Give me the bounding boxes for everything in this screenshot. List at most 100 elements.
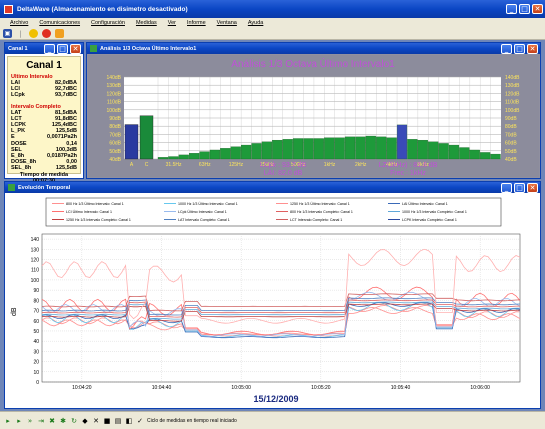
legend: 800 Hz 1/3 Último Intervalo: Canal 1 1000… (52, 201, 467, 222)
menu-ver[interactable]: Ver (167, 20, 177, 26)
value-key: L_PK (11, 128, 26, 135)
spectrum-y-tick: 90dB (109, 116, 121, 122)
close-button[interactable]: ✕ (532, 4, 543, 14)
value-key: SEL_8h (11, 165, 32, 172)
value-reading: 125,5dB (55, 165, 77, 172)
time-close-button[interactable]: ✕ (527, 182, 538, 193)
complete-interval-rows: LAT 81,5dBA LCT 91,8dBC LCPK 125,4dBC L_PK 1… (11, 110, 77, 172)
band-bar (355, 136, 366, 160)
band-bar (396, 124, 408, 160)
menu-informe[interactable]: Informe (187, 20, 206, 26)
time-maximize-button[interactable]: □ (514, 182, 525, 193)
value-key: E (11, 134, 15, 141)
value-key: DOSE_8h (11, 159, 37, 166)
print-icon[interactable]: ▤ (114, 416, 122, 425)
spectrum-y-tick: 100dB (505, 108, 520, 114)
legend-entry: 800 Hz 1/3 Intervalo Completo: Canal 1 (290, 210, 353, 214)
spectrum-maximize-button[interactable]: □ (514, 43, 525, 54)
menubar: Archivo Comunicaciones Configuración Med… (0, 18, 545, 28)
time-x-tick: 10:04:40 (152, 385, 172, 391)
value-reading: 93,7dBC (54, 92, 77, 99)
channel-maximize-button[interactable]: □ (57, 43, 68, 54)
series-line (41, 301, 521, 338)
band-bar (241, 144, 252, 160)
maximize-button[interactable]: □ (519, 4, 530, 14)
time-x-axis: 10:04:20 10:04:40 10:05:00 10:05:20 10:05:40… (72, 385, 490, 391)
menu-comunicaciones[interactable]: Comunicaciones (39, 20, 81, 26)
spectrum-y-tick: 40dB (109, 157, 121, 163)
channel-minimize-button[interactable]: _ (44, 43, 55, 54)
sync-icon[interactable]: ✱ (60, 416, 66, 425)
info-icon[interactable]: ◧ (125, 416, 133, 425)
value-reading: 81,5dBA (54, 109, 77, 116)
cancel-icon[interactable]: ✕ (93, 416, 99, 425)
spectrum-y-axis-right: 140dB 130dB 120dB 110dB 100dB 90dB 80dB 70dB 60d… (505, 75, 520, 163)
channel-close-button[interactable]: ✕ (70, 43, 81, 54)
menu-ventana[interactable]: Ventana (216, 20, 237, 26)
time-y-tick: 140 (31, 237, 40, 243)
time-grid (41, 233, 521, 383)
band-bar (168, 156, 179, 160)
menu-configuracion[interactable]: Configuración (91, 20, 125, 26)
spectrum-x-tick: 1kHz (324, 162, 336, 168)
legend-entry: LCpk Último Intervalo: Canal 1 (178, 209, 227, 214)
fast-forward-icon[interactable]: » (27, 416, 33, 425)
spectrum-chart: 140dB 130dB 120dB 110dB 100dB 90dB 80dB 70dB 60d… (88, 55, 539, 177)
spectrum-y-tick: 120dB (505, 91, 520, 97)
spectrum-y-tick: 40dB (505, 157, 517, 163)
spectrum-y-tick: 50dB (505, 149, 517, 155)
spectrum-x-tick: A (130, 162, 134, 168)
pause-icon[interactable]: ◆ (82, 416, 88, 425)
forward-end-icon[interactable]: ⇥ (38, 416, 44, 425)
save-icon[interactable]: ▣ (3, 29, 12, 38)
value-reading: 0,0187Pa2h (47, 153, 77, 160)
band-bar (251, 143, 262, 160)
series-line (41, 297, 521, 316)
minimize-button[interactable]: _ (506, 4, 517, 14)
menu-ayuda[interactable]: Ayuda (247, 20, 264, 26)
spectrum-y-tick: 60dB (505, 141, 517, 147)
legend-entry: LAI Último Intervalo: Canal 1 (402, 201, 448, 206)
toolbar: ▣ | (0, 28, 545, 40)
ok-icon[interactable]: ✓ (137, 416, 143, 425)
spectrum-y-tick: 60dB (109, 141, 121, 147)
time-y-tick: 0 (36, 380, 39, 386)
spectrum-bars (124, 115, 501, 160)
time-minimize-button[interactable]: _ (501, 182, 512, 193)
band-bar (199, 151, 210, 160)
lock-icon[interactable]: ■ (103, 416, 111, 425)
spectrum-y-tick: 130dB (505, 83, 520, 89)
channel-window-title: Canal 1 (8, 45, 28, 52)
stop-green-icon[interactable]: ✖ (49, 416, 55, 425)
value-row: DOSE 0,14 (11, 141, 77, 147)
stop-icon[interactable] (42, 29, 51, 38)
time-y-tick: 70 (33, 309, 39, 315)
spectrum-minimize-button[interactable]: _ (501, 43, 512, 54)
time-x-tick: 10:04:20 (72, 385, 92, 391)
legend-entry: LAT Intervalo Completo: Canal 1 (178, 218, 230, 222)
spectrum-close-button[interactable]: ✕ (527, 43, 538, 54)
spectrum-y-tick: 80dB (109, 124, 121, 130)
chart-icon (90, 45, 97, 52)
legend-entry: LCPK Intervalo Completo: Canal 1 (402, 218, 457, 222)
spectrum-y-tick: 100dB (107, 108, 122, 114)
lcpk-readout: LCpk : 93,7 dB (260, 162, 307, 169)
value-row: SEL 100,3dB (11, 147, 77, 153)
separator-icon: | (19, 29, 22, 38)
record-icon[interactable] (29, 29, 38, 38)
menu-medidas[interactable]: Medidas (135, 20, 157, 26)
step-forward-icon[interactable]: ▸ (17, 416, 21, 425)
status-text: Ciclo de medidas en tiempo real iniciado (147, 417, 237, 424)
time-evolution-chart: 800 Hz 1/3 Último Intervalo: Canal 1 1000… (6, 194, 539, 407)
spectrum-y-tick: 120dB (107, 91, 122, 97)
menu-archivo[interactable]: Archivo (10, 20, 29, 26)
folder-icon[interactable] (55, 29, 64, 38)
summary-bar-A (124, 124, 139, 160)
legend-entry: LCI Último Intervalo: Canal 1 (66, 209, 112, 214)
play-icon[interactable]: ▸ (6, 416, 10, 425)
reload-icon[interactable]: ↻ (71, 416, 77, 425)
time-y-tick: 100 (31, 278, 40, 284)
band-bar (459, 147, 470, 160)
band-bar (209, 149, 221, 160)
band-bar (292, 138, 304, 160)
